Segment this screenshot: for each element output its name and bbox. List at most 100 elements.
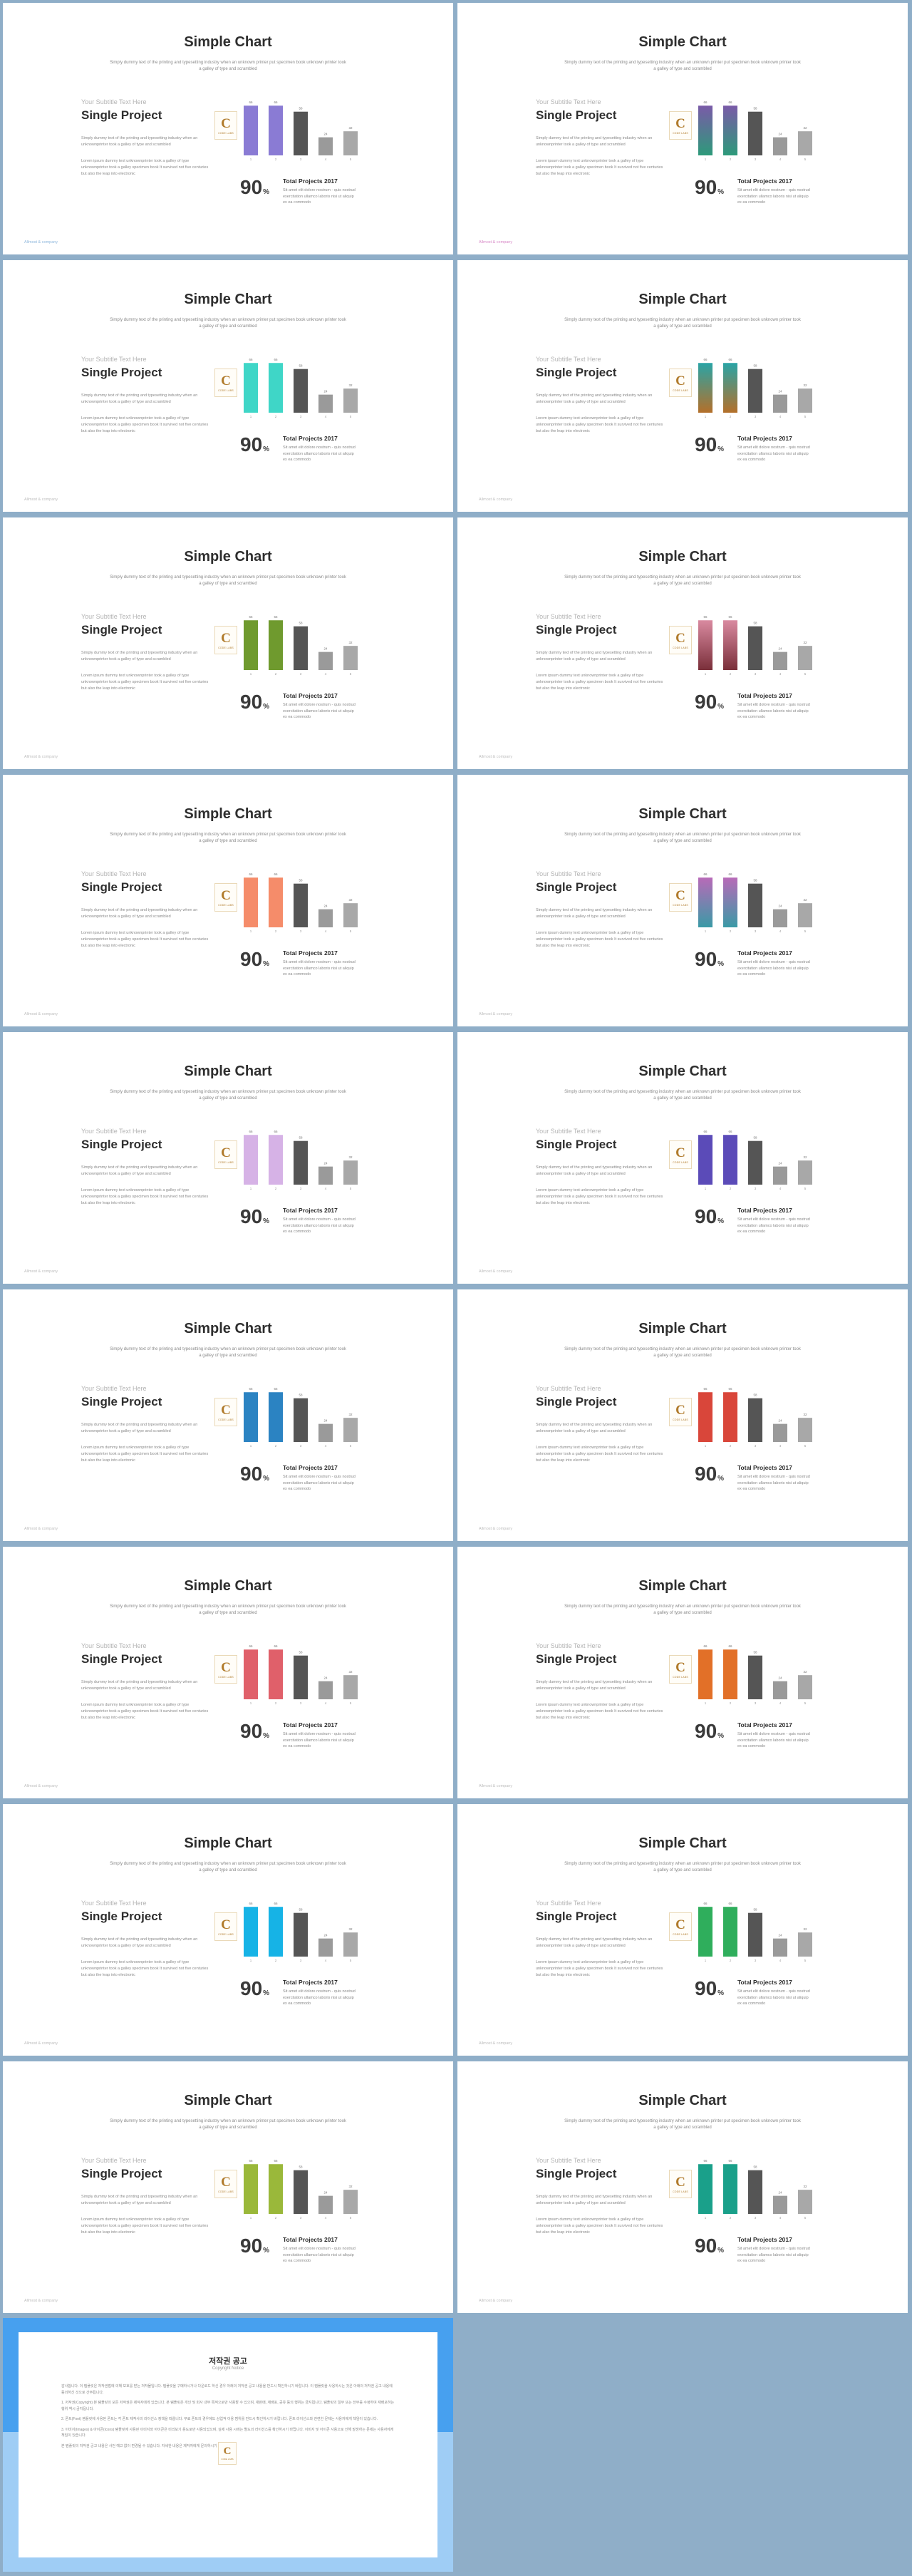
logo-text: CODE LABS (673, 2190, 688, 2193)
project-paragraph-2: Lorem ipsum dummy text unknownprinter to… (536, 674, 663, 691)
chart-bar-1 (698, 2164, 712, 2214)
chart-category-label-2: 2 (275, 158, 277, 161)
chart-category-label-1: 1 (705, 1187, 707, 1190)
slide-thumbnail-12[interactable]: Simple Chart Simply dummy text of the pr… (457, 1289, 908, 1541)
chart-value-label-5: 32 (348, 1413, 353, 1416)
brand-logo: C CODE LABS (214, 1655, 237, 1684)
project-paragraph-1: Simply dummy text of the printing and ty… (536, 1680, 653, 1691)
project-paragraph-2: Lorem ipsum dummy text unknownprinter to… (81, 674, 209, 691)
total-projects-label: Total Projects 2017 (283, 692, 338, 699)
total-projects-desc: Sit amet elit dolore nostrum - quis nost… (283, 1217, 356, 1235)
chart-value-label-3: 58 (753, 364, 757, 368)
chart-category-label-3: 3 (300, 415, 302, 418)
slide-thumbnail-3[interactable]: Simple Chart Simply dummy text of the pr… (3, 260, 453, 512)
chart-bar-1 (698, 105, 712, 155)
chart-value-label-1: 66 (703, 101, 708, 104)
big-percentage: 90% (695, 2235, 724, 2257)
chart-category-label-3: 3 (300, 1187, 302, 1190)
project-paragraph-2: Lorem ipsum dummy text unknownprinter to… (81, 2217, 209, 2235)
copyright-notice-slide[interactable]: 저작권 공고 Copyright Notice 감사합니다. 이 템플릿은 저작… (3, 2318, 453, 2572)
chart-bar-3 (294, 1912, 308, 1957)
total-projects-desc: Sit amet elit dolore nostrum - quis nost… (737, 188, 810, 205)
slide-thumbnail-2[interactable]: Simple Chart Simply dummy text of the pr… (457, 3, 908, 254)
slide-thumbnail-15[interactable]: Simple Chart Simply dummy text of the pr… (3, 1804, 453, 2056)
slide-thumbnail-13[interactable]: Simple Chart Simply dummy text of the pr… (3, 1547, 453, 1798)
brand-logo: C CODE LABS (669, 626, 692, 654)
slide-thumbnail-7[interactable]: Simple Chart Simply dummy text of the pr… (3, 775, 453, 1026)
chart-category-label-1: 1 (250, 1444, 252, 1448)
chart-category-label-4: 4 (325, 415, 327, 418)
chart-bar-4 (773, 2195, 787, 2214)
chart-bar-2 (723, 105, 737, 155)
chart-value-label-3: 58 (753, 107, 757, 110)
big-percentage: 90% (240, 1977, 269, 2000)
slide-thumbnail-14[interactable]: Simple Chart Simply dummy text of the pr… (457, 1547, 908, 1798)
chart-category-label-2: 2 (275, 1187, 277, 1190)
big-value: 90 (695, 433, 717, 455)
project-paragraph-1: Simply dummy text of the printing and ty… (536, 393, 653, 404)
logo-letter: C (221, 630, 231, 646)
chart-value-label-1: 66 (249, 1130, 253, 1133)
big-unit: % (263, 445, 270, 453)
chart-category-label-4: 4 (779, 672, 782, 676)
slide-title: Simple Chart (184, 1321, 272, 1336)
bar-chart: 66 1 66 2 58 3 24 4 32 5 (698, 1902, 812, 1962)
slide-thumbnail-4[interactable]: Simple Chart Simply dummy text of the pr… (457, 260, 908, 512)
slide-footer: Allmost & company (24, 755, 58, 759)
slide-thumbnail-10[interactable]: Simple Chart Simply dummy text of the pr… (457, 1032, 908, 1284)
logo-letter: C (675, 115, 685, 131)
bar-chart: 66 1 66 2 58 3 24 4 32 5 (698, 1130, 812, 1190)
slide-thumbnail-6[interactable]: Simple Chart Simply dummy text of the pr… (457, 517, 908, 769)
chart-bar-5 (798, 131, 812, 155)
project-paragraph-1: Simply dummy text of the printing and ty… (536, 1165, 653, 1176)
slide-subtitle: Your Subtitle Text Here (81, 1900, 147, 1907)
chart-category-label-5: 5 (804, 929, 807, 933)
project-title: Single Project (81, 1910, 162, 1923)
chart-value-label-2: 66 (274, 101, 278, 104)
chart-bar-2 (723, 1135, 737, 1185)
chart-value-label-1: 66 (703, 1902, 708, 1905)
chart-value-label-1: 66 (703, 872, 708, 876)
chart-bar-3 (748, 1398, 762, 1442)
chart-value-label-4: 24 (323, 905, 328, 908)
slide-thumbnail-9[interactable]: Simple Chart Simply dummy text of the pr… (3, 1032, 453, 1284)
slide-footer: Allmost & company (24, 1269, 58, 1274)
chart-value-label-2: 66 (728, 1130, 732, 1133)
big-unit: % (263, 2247, 270, 2255)
chart-category-label-3: 3 (755, 1187, 757, 1190)
chart-bar-2 (269, 363, 283, 413)
slide-title: Simple Chart (638, 549, 727, 565)
slide-title: Simple Chart (638, 34, 727, 50)
slide-footer: Allmost & company (24, 2299, 58, 2303)
chart-value-label-1: 66 (703, 2159, 708, 2163)
chart-value-label-3: 58 (753, 879, 757, 882)
chart-category-label-2: 2 (730, 929, 732, 933)
big-unit: % (263, 960, 270, 968)
slide-description: Simply dummy text of the printing and ty… (564, 575, 801, 587)
bar-chart: 66 1 66 2 58 3 24 4 32 5 (244, 1644, 358, 1705)
slide-thumbnail-17[interactable]: Simple Chart Simply dummy text of the pr… (3, 2061, 453, 2313)
slide-thumbnail-1[interactable]: Simple Chart Simply dummy text of the pr… (3, 3, 453, 254)
project-paragraph-1: Simply dummy text of the printing and ty… (536, 908, 653, 919)
slide-description: Simply dummy text of the printing and ty… (564, 1862, 801, 1873)
total-projects-desc: Sit amet elit dolore nostrum - quis nost… (283, 188, 356, 205)
chart-bar-2 (269, 1135, 283, 1185)
slide-thumbnail-18[interactable]: Simple Chart Simply dummy text of the pr… (457, 2061, 908, 2313)
chart-bar-3 (748, 1140, 762, 1185)
notice-paragraph: 3. 이미지(Images) & 아이콘(Icons) 템플릿에 사용된 이미지… (61, 2427, 394, 2438)
slide-thumbnail-5[interactable]: Simple Chart Simply dummy text of the pr… (3, 517, 453, 769)
notice-logo: C CODE LABS (218, 2442, 237, 2465)
slide-thumbnail-16[interactable]: Simple Chart Simply dummy text of the pr… (457, 1804, 908, 2056)
project-paragraph-1: Simply dummy text of the printing and ty… (81, 393, 198, 404)
logo-text: CODE LABS (218, 646, 234, 649)
chart-category-label-4: 4 (325, 672, 327, 676)
chart-value-label-5: 32 (348, 1670, 353, 1674)
chart-category-label-1: 1 (705, 158, 707, 161)
slide-thumbnail-11[interactable]: Simple Chart Simply dummy text of the pr… (3, 1289, 453, 1541)
logo-letter: C (675, 1145, 685, 1160)
chart-value-label-3: 58 (753, 1908, 757, 1912)
chart-bar-4 (773, 1166, 787, 1185)
slide-thumbnail-8[interactable]: Simple Chart Simply dummy text of the pr… (457, 775, 908, 1026)
chart-bar-3 (748, 111, 762, 155)
logo-letter: C (675, 1917, 685, 1932)
